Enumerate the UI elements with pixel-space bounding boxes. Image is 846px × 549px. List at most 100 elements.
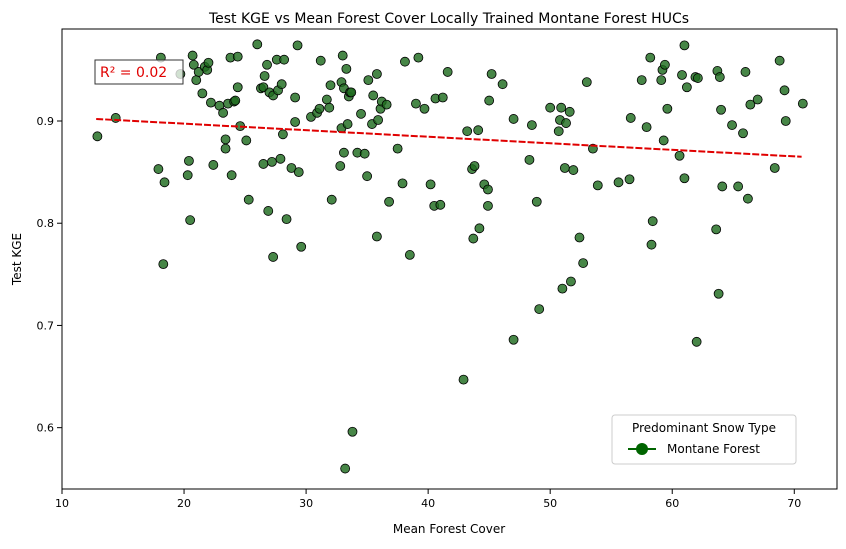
data-point bbox=[296, 241, 307, 252]
data-point bbox=[356, 108, 366, 119]
data-point bbox=[268, 252, 279, 262]
data-points bbox=[92, 39, 808, 474]
data-point bbox=[534, 304, 545, 314]
data-point bbox=[769, 163, 780, 173]
data-point bbox=[692, 73, 703, 83]
data-point bbox=[232, 51, 243, 62]
data-point bbox=[413, 52, 424, 63]
y-tick-label: 0.9 bbox=[37, 115, 55, 128]
y-axis: 0.6 0.7 0.8 0.9 bbox=[37, 115, 62, 435]
data-point bbox=[557, 283, 568, 294]
data-point bbox=[153, 164, 164, 174]
data-point bbox=[727, 120, 737, 130]
data-point bbox=[321, 94, 332, 105]
data-point bbox=[290, 92, 301, 103]
data-point bbox=[243, 194, 254, 205]
data-point bbox=[292, 40, 303, 51]
data-point bbox=[677, 70, 687, 80]
x-tick-label: 30 bbox=[299, 497, 313, 510]
data-point bbox=[259, 71, 270, 81]
data-point bbox=[660, 59, 670, 70]
data-point bbox=[363, 75, 374, 86]
data-point bbox=[674, 150, 685, 161]
legend-entry-montane-forest: Montane Forest bbox=[667, 442, 760, 456]
data-point bbox=[508, 114, 519, 124]
data-point bbox=[458, 374, 469, 385]
data-point bbox=[714, 72, 725, 82]
data-point bbox=[241, 135, 252, 146]
data-point bbox=[92, 131, 103, 142]
plot-frame bbox=[61, 28, 838, 490]
data-point bbox=[342, 119, 353, 129]
data-point bbox=[716, 104, 726, 115]
data-point bbox=[263, 206, 274, 216]
data-point bbox=[437, 92, 448, 103]
trend-line bbox=[96, 117, 802, 158]
data-point bbox=[381, 99, 392, 110]
x-tick-label: 60 bbox=[665, 497, 679, 510]
x-tick-label: 50 bbox=[543, 497, 557, 510]
data-point bbox=[568, 165, 579, 175]
x-tick-label: 40 bbox=[421, 497, 435, 510]
data-point bbox=[220, 143, 231, 154]
data-point bbox=[371, 69, 382, 79]
data-point bbox=[559, 163, 570, 173]
data-point bbox=[717, 181, 728, 192]
data-point bbox=[337, 50, 348, 61]
data-point bbox=[197, 88, 208, 99]
data-point bbox=[526, 120, 537, 130]
data-point bbox=[371, 231, 382, 242]
data-point bbox=[733, 181, 744, 192]
data-point bbox=[258, 159, 269, 169]
data-point bbox=[468, 233, 479, 244]
data-point bbox=[508, 334, 519, 345]
r-squared-text: R² = 0.02 bbox=[100, 65, 167, 81]
data-point bbox=[324, 102, 335, 113]
data-point bbox=[188, 59, 199, 70]
data-point bbox=[281, 214, 292, 225]
data-point bbox=[624, 174, 635, 185]
trend-line-layer bbox=[96, 117, 802, 158]
data-point bbox=[486, 69, 497, 79]
data-point bbox=[397, 178, 408, 189]
data-point bbox=[325, 80, 336, 91]
data-point bbox=[373, 115, 384, 125]
data-point bbox=[347, 426, 358, 437]
data-point bbox=[384, 196, 394, 207]
data-point bbox=[359, 148, 370, 159]
data-point bbox=[203, 57, 214, 68]
data-point bbox=[566, 276, 576, 287]
data-point bbox=[679, 40, 690, 51]
data-point bbox=[656, 75, 667, 86]
data-point bbox=[185, 215, 196, 226]
data-point bbox=[469, 161, 480, 171]
data-point bbox=[276, 79, 287, 90]
data-point bbox=[435, 199, 446, 210]
data-point bbox=[613, 177, 624, 188]
data-point bbox=[279, 54, 290, 65]
chart-title: Test KGE vs Mean Forest Cover Locally Tr… bbox=[208, 11, 689, 27]
plot-area bbox=[61, 28, 838, 490]
data-point bbox=[293, 167, 304, 178]
data-point bbox=[286, 163, 297, 173]
data-point bbox=[564, 106, 575, 117]
data-point bbox=[681, 82, 692, 93]
data-point bbox=[484, 95, 495, 106]
data-point bbox=[743, 193, 753, 204]
data-point bbox=[691, 336, 702, 347]
data-point bbox=[625, 113, 636, 123]
legend-title: Predominant Snow Type bbox=[632, 421, 776, 435]
data-point bbox=[473, 125, 484, 136]
data-point bbox=[483, 184, 493, 195]
data-point bbox=[267, 156, 277, 167]
data-point bbox=[191, 75, 202, 86]
x-tick-label: 70 bbox=[787, 497, 801, 510]
data-point bbox=[425, 179, 436, 190]
data-point bbox=[315, 55, 326, 66]
data-point bbox=[497, 79, 508, 90]
data-point bbox=[326, 194, 337, 205]
data-point bbox=[368, 90, 379, 101]
y-axis-label: Test KGE bbox=[10, 233, 24, 286]
